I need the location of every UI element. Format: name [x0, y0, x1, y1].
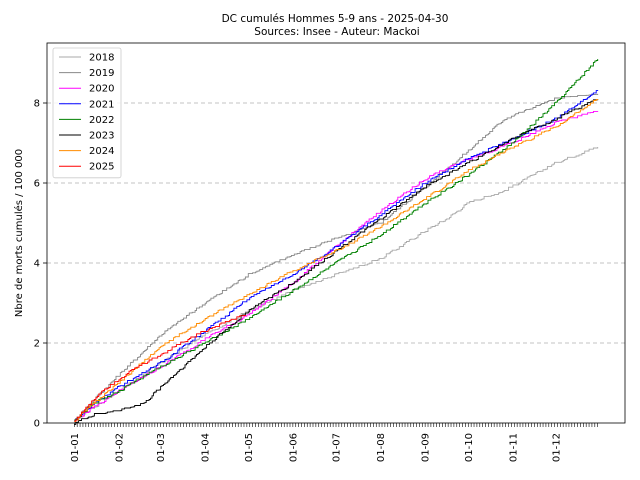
- legend-label-2023: 2023: [89, 131, 114, 142]
- series-line-2020: [74, 110, 599, 422]
- x-tick-label: 01-03: [156, 433, 167, 462]
- legend-label-2022: 2022: [89, 115, 114, 126]
- plot-frame: [46, 42, 626, 424]
- gridlines: [47, 102, 625, 344]
- series-line-2024: [74, 99, 599, 423]
- x-tick-label: 01-11: [508, 433, 519, 462]
- x-axis: 01-01 01-02 01-03 01-04 01-05 01-06 01-07 01-08…: [70, 423, 598, 462]
- series-line-2023: [74, 99, 599, 425]
- x-tick-label: 01-04: [201, 433, 212, 462]
- x-tick-label: 01-01: [70, 433, 81, 462]
- series-line-2025: [74, 315, 246, 422]
- chart-title: DC cumulés Hommes 5-9 ans - 2025-04-30: [222, 13, 449, 25]
- y-axis-label: Nbre de morts cumulés / 100 000: [13, 149, 25, 317]
- y-tick-label: 0: [34, 419, 40, 430]
- legend-label-2019: 2019: [89, 68, 114, 79]
- x-tick-label: 01-09: [421, 433, 432, 462]
- x-tick-label: 01-12: [551, 433, 562, 462]
- legend-label-2020: 2020: [89, 84, 114, 95]
- series-line-2022: [74, 59, 599, 421]
- y-tick-label: 6: [34, 179, 40, 190]
- legend-label-2024: 2024: [89, 146, 114, 157]
- series-line-2019: [74, 93, 599, 423]
- legend-label-2021: 2021: [89, 99, 114, 110]
- series-line-2021: [74, 90, 599, 422]
- series-lines: [74, 59, 599, 425]
- legend-label-2018: 2018: [89, 53, 114, 64]
- x-tick-label: 01-05: [244, 433, 255, 462]
- chart-subtitle: Sources: Insee - Auteur: Mackoi: [254, 26, 419, 38]
- y-tick-label: 2: [34, 339, 40, 350]
- y-tick-label: 8: [34, 99, 40, 110]
- legend-label-2025: 2025: [89, 162, 114, 173]
- y-tick-label: 4: [34, 259, 40, 270]
- x-tick-label: 01-02: [114, 433, 125, 462]
- legend-box: [52, 47, 122, 179]
- x-tick-label: 01-08: [376, 433, 387, 462]
- x-tick-label: 01-06: [288, 433, 299, 462]
- series-line-2018: [74, 147, 599, 421]
- x-tick-label: 01-10: [464, 433, 475, 462]
- x-tick-label: 01-07: [332, 433, 343, 462]
- y-axis: 0 2 4 6 8: [34, 99, 47, 430]
- legend: 2018 2019 2020 2021 2022 2023 2024 2025: [52, 47, 122, 179]
